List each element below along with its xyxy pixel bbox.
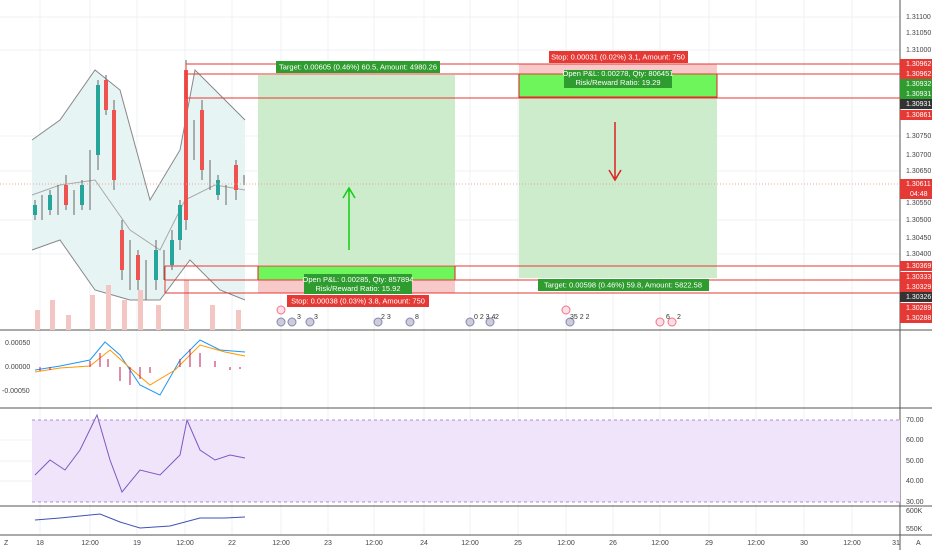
label-bg	[304, 274, 412, 294]
label-bg	[549, 51, 688, 63]
price-label: 1.30931	[906, 101, 931, 108]
short-ratio: Risk/Reward Ratio: 19.29	[575, 78, 660, 87]
event-count: 2 3	[381, 314, 391, 321]
price-label: 1.30400	[906, 251, 931, 258]
macd-label: 0.00050	[5, 340, 30, 347]
rsi-band	[32, 420, 900, 502]
price-label: 1.30931	[906, 91, 931, 98]
label-bg	[276, 61, 440, 73]
price-label: 1.30962	[906, 61, 931, 68]
event-count: 0 2 3 4	[474, 314, 496, 321]
time-axis: 18 12:00 19 12:00 22 12:00 23 12:00 24 12:00 25 12:…	[36, 540, 900, 547]
event-count: 3	[314, 314, 318, 321]
time-label: 23	[324, 540, 332, 547]
price-label: 1.31050	[906, 30, 931, 37]
price-label: 1.30962	[906, 71, 931, 78]
short-open-pl: Open P&L: 0.00278, Qty: 806451	[563, 69, 674, 78]
volume-label: 550K	[906, 526, 923, 533]
corner-button[interactable]: A	[916, 540, 921, 547]
macd-label: -0.00050	[2, 388, 30, 395]
rsi-label: 50.00	[906, 458, 924, 465]
rsi-line	[34, 413, 246, 493]
rsi-label: 70.00	[906, 417, 924, 424]
bollinger-upper	[31, 68, 246, 202]
candles	[33, 60, 245, 300]
time-label: 12:00	[747, 540, 765, 547]
time-label: 22	[228, 540, 236, 547]
price-label: 1.30333	[906, 274, 931, 281]
time-label: 19	[133, 540, 141, 547]
volume-label: 600K	[906, 508, 923, 515]
event-count: 3	[297, 314, 301, 321]
event-count: 35 2 2	[570, 314, 590, 321]
label-bg	[564, 70, 672, 88]
time-label: 12:00	[81, 540, 99, 547]
price-label: 1.30932	[906, 81, 931, 88]
time-label: 30	[800, 540, 808, 547]
macd-histogram	[39, 349, 241, 385]
price-label: 1.31000	[906, 47, 931, 54]
price-label: 1.30326	[906, 294, 931, 301]
time-label: 25	[514, 540, 522, 547]
time-label: 12:00	[843, 540, 861, 547]
time-label: 18	[36, 540, 44, 547]
rsi-label: 60.00	[906, 437, 924, 444]
short-target: Target: 0.00598 (0.46%) 59.8, Amount: 58…	[544, 280, 702, 289]
time-label: 24	[420, 540, 428, 547]
events	[276, 305, 677, 327]
label-bg	[287, 295, 429, 307]
rsi-levels	[32, 419, 900, 503]
event-count: 2	[495, 314, 499, 321]
event-count: 6	[666, 314, 670, 321]
rsi-label: 40.00	[906, 478, 924, 485]
long-open-pl: Open P&L: 0.00285, Qty: 857894	[303, 275, 414, 284]
short-profit-zone	[519, 98, 717, 278]
time-label: 31	[892, 540, 900, 547]
short-arrow	[608, 122, 622, 182]
price-label: 1.30500	[906, 217, 931, 224]
price-label: 1.30861	[906, 112, 931, 119]
event-count: 2	[677, 314, 681, 321]
volume-indicator	[34, 513, 246, 529]
bollinger-fill	[32, 70, 245, 300]
event-count: 8	[415, 314, 419, 321]
volume-bars	[35, 280, 241, 330]
bollinger-lower	[31, 239, 246, 301]
price-label: 1.30450	[906, 235, 931, 242]
price-label: 1.30289	[906, 305, 931, 312]
time-label: 12:00	[461, 540, 479, 547]
price-label: 1.30288	[906, 315, 931, 322]
rsi-label: 30.00	[906, 499, 924, 506]
time-label: 12:00	[272, 540, 290, 547]
label-bg	[538, 279, 709, 291]
time-label: 12:00	[176, 540, 194, 547]
long-ratio: Risk/Reward Ratio: 15.92	[315, 284, 400, 293]
price-label: 1.31100	[906, 14, 931, 21]
price-label: 1.30611	[906, 181, 931, 188]
price-label: 1.30700	[906, 152, 931, 159]
price-label: 1.30329	[906, 284, 931, 291]
time-label: 12:00	[651, 540, 669, 547]
price-label: 1.30650	[906, 168, 931, 175]
time-label: 29	[705, 540, 713, 547]
long-target: Target: 0.00605 (0.46%) 60.5, Amount: 49…	[279, 62, 437, 71]
macd-label: 0.00000	[5, 364, 30, 371]
short-stop: Stop: 0.00031 (0.02%) 3.1, Amount: 750	[551, 52, 685, 61]
price-label: 1.30369	[906, 263, 931, 270]
corner-button[interactable]: Z	[4, 540, 9, 547]
long-arrow	[342, 186, 356, 250]
long-stop: Stop: 0.00038 (0.03%) 3.8, Amount: 750	[291, 296, 425, 305]
time-label: 12:00	[365, 540, 383, 547]
time-label: 26	[609, 540, 617, 547]
long-profit-zone	[258, 75, 455, 265]
price-label: 1.30550	[906, 200, 931, 207]
time-label: 12:00	[557, 540, 575, 547]
macd-line	[34, 339, 246, 396]
price-lines	[164, 63, 900, 294]
price-label: 1.30750	[906, 133, 931, 140]
price-axis	[900, 59, 932, 323]
countdown: 04:48	[910, 191, 928, 198]
